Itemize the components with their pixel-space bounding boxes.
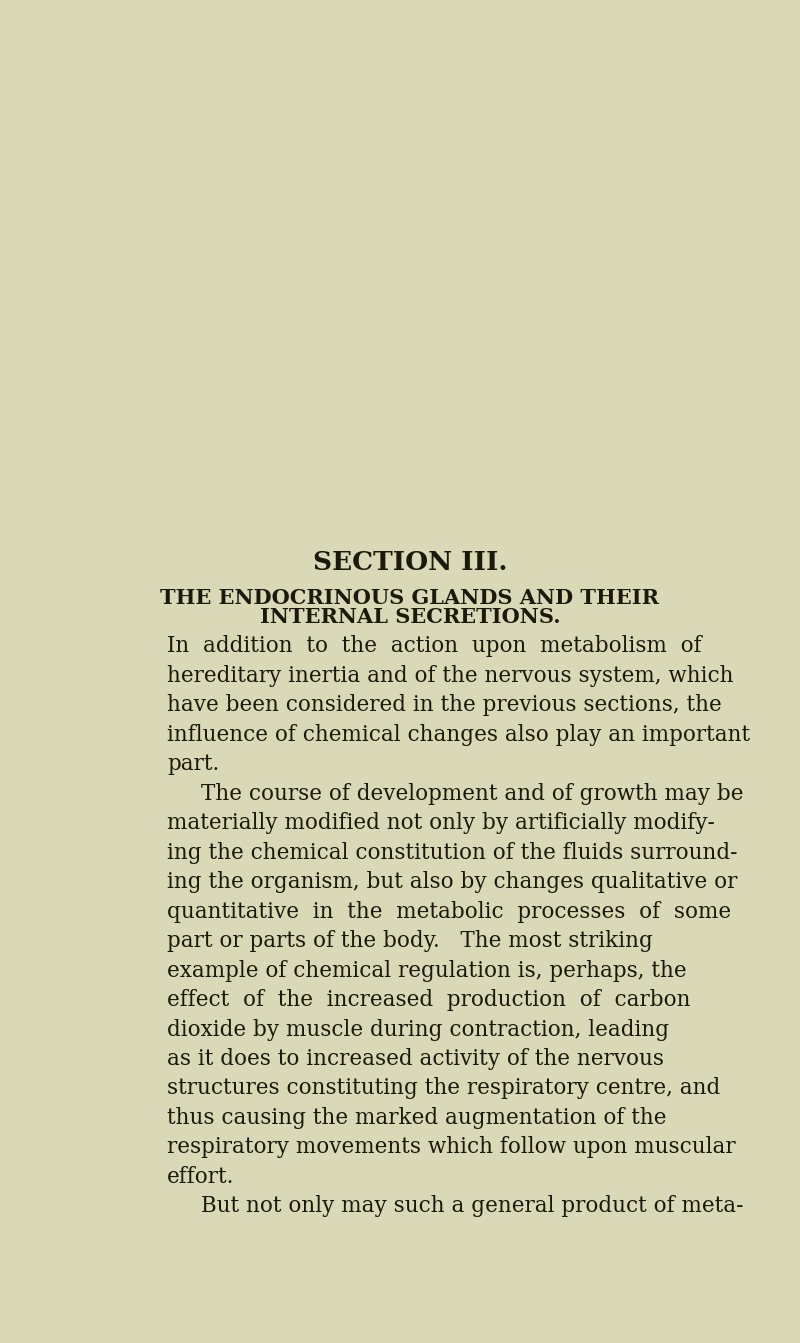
Text: In  addition  to  the  action  upon  metabolism  of: In addition to the action upon metabolis…	[167, 635, 702, 657]
Text: SECTION III.: SECTION III.	[313, 549, 507, 575]
Text: part or parts of the body.   The most striking: part or parts of the body. The most stri…	[167, 931, 653, 952]
Text: part.: part.	[167, 753, 219, 775]
Text: But not only may such a general product of meta-: But not only may such a general product …	[201, 1195, 743, 1217]
Text: dioxide by muscle during contraction, leading: dioxide by muscle during contraction, le…	[167, 1018, 669, 1041]
Text: effort.: effort.	[167, 1166, 234, 1187]
Text: ing the chemical constitution of the fluids surround-: ing the chemical constitution of the flu…	[167, 842, 738, 864]
Text: ing the organism, but also by changes qualitative or: ing the organism, but also by changes qu…	[167, 872, 738, 893]
Text: example of chemical regulation is, perhaps, the: example of chemical regulation is, perha…	[167, 959, 686, 982]
Text: THE ENDOCRINOUS GLANDS AND THEIR: THE ENDOCRINOUS GLANDS AND THEIR	[161, 588, 659, 608]
Text: have been considered in the previous sections, the: have been considered in the previous sec…	[167, 694, 722, 716]
Text: structures constituting the respiratory centre, and: structures constituting the respiratory …	[167, 1077, 720, 1100]
Text: influence of chemical changes also play an important: influence of chemical changes also play …	[167, 724, 750, 745]
Text: quantitative  in  the  metabolic  processes  of  some: quantitative in the metabolic processes …	[167, 901, 731, 923]
Text: thus causing the marked augmentation of the: thus causing the marked augmentation of …	[167, 1107, 666, 1129]
Text: as it does to increased activity of the nervous: as it does to increased activity of the …	[167, 1048, 664, 1070]
Text: respiratory movements which follow upon muscular: respiratory movements which follow upon …	[167, 1136, 735, 1159]
Text: effect  of  the  increased  production  of  carbon: effect of the increased production of ca…	[167, 988, 690, 1011]
Text: The course of development and of growth may be: The course of development and of growth …	[201, 783, 743, 804]
Text: INTERNAL SECRETIONS.: INTERNAL SECRETIONS.	[260, 607, 560, 627]
Text: hereditary inertia and of the nervous system, which: hereditary inertia and of the nervous sy…	[167, 665, 734, 686]
Text: materially modified not only by artificially modify-: materially modified not only by artifici…	[167, 813, 715, 834]
